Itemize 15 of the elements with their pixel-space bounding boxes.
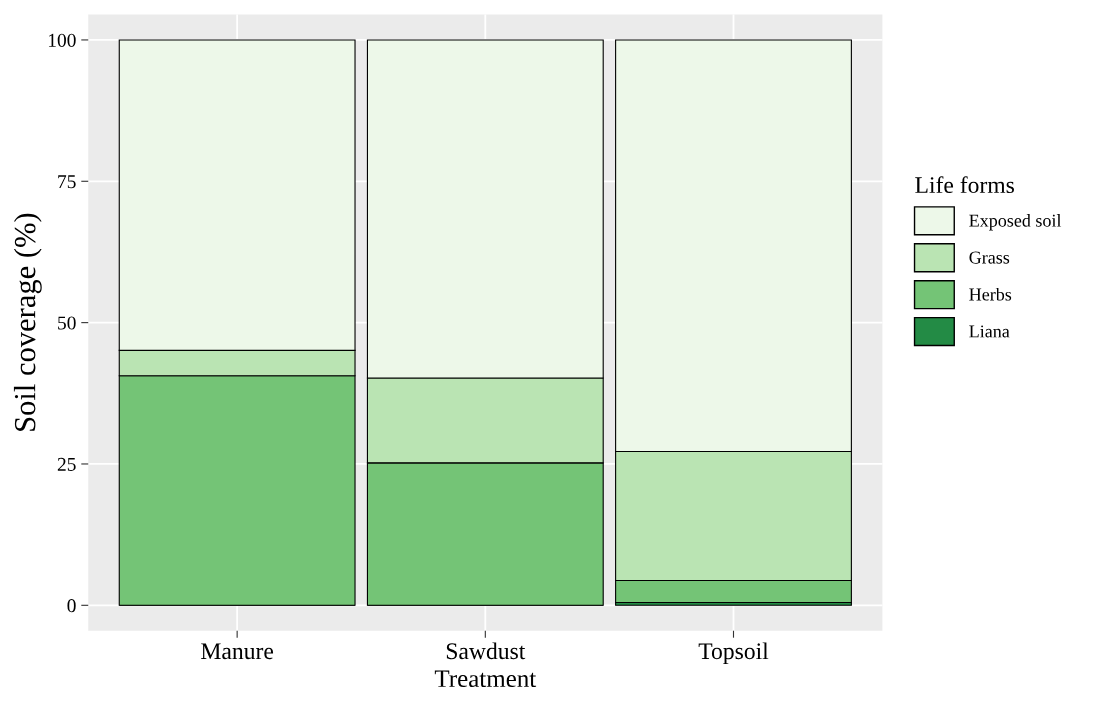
y-tick-label: 25 [57,457,76,471]
legend-label: Grass [969,251,1010,264]
legend-label: Liana [969,325,1010,338]
y-tick-label: 75 [58,175,76,189]
y-tick-label: 50 [58,316,76,330]
x-tick-label: Manure [201,643,274,660]
y-axis-title: Soil coverage (%) [13,213,42,431]
legend-label: Herbs [969,287,1012,301]
legend-label: Exposed soil [969,214,1062,231]
x-tick-label: Sawdust [446,642,526,660]
y-tick-label: 0 [67,599,76,613]
x-tick-label: Topsoil [698,642,769,664]
y-tick-label: 100 [48,33,76,47]
legend-title: Life forms [915,176,1014,194]
x-axis-title: Treatment [434,670,537,688]
